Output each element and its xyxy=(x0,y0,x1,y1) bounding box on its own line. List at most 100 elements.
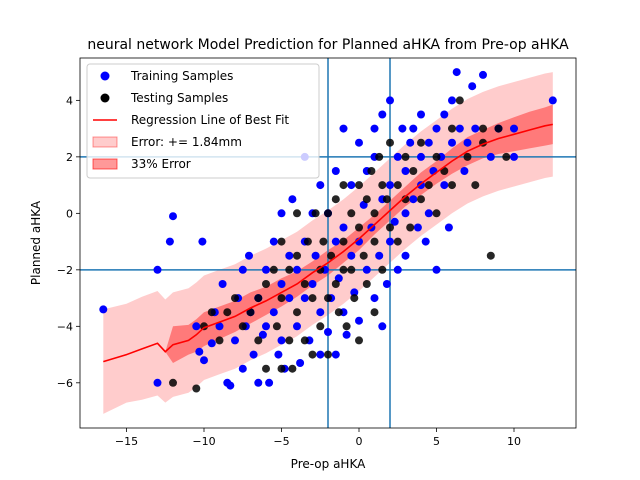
testing-sample-point xyxy=(378,181,387,190)
y-tick-label: 0 xyxy=(66,207,73,220)
training-sample-point xyxy=(347,251,356,260)
training-sample-point xyxy=(245,251,253,260)
training-sample-point xyxy=(424,209,433,218)
testing-sample-point xyxy=(409,167,418,175)
training-sample-point xyxy=(262,322,270,331)
training-sample-point xyxy=(413,223,422,232)
training-sample-point xyxy=(153,265,162,274)
legend: Training Samples Testing Samples Regressio… xyxy=(86,63,320,179)
testing-sample-point xyxy=(339,265,348,274)
training-sample-point xyxy=(468,82,477,91)
training-sample-point xyxy=(409,124,418,133)
training-sample-point xyxy=(198,237,207,246)
testing-sample-point xyxy=(293,209,301,218)
training-sample-point xyxy=(355,316,363,325)
training-sample-point xyxy=(350,288,359,297)
training-sample-point xyxy=(274,350,283,359)
testing-sample-point xyxy=(339,237,348,246)
testing-sample-point xyxy=(448,181,456,190)
testing-sample-point xyxy=(169,378,177,387)
training-sample-point xyxy=(277,336,286,345)
testing-sample-point xyxy=(254,336,263,345)
testing-sample-point xyxy=(293,308,301,317)
testing-sample-point xyxy=(288,364,297,373)
training-sample-point xyxy=(401,251,410,260)
testing-sample-point xyxy=(277,294,286,303)
testing-sample-point xyxy=(331,280,340,288)
testing-sample-point xyxy=(355,223,363,232)
training-sample-point xyxy=(226,381,235,390)
testing-sample-point xyxy=(262,364,270,373)
testing-sample-point xyxy=(347,265,356,274)
training-sample-point xyxy=(448,96,456,105)
testing-sample-point xyxy=(386,138,394,147)
testing-sample-point xyxy=(269,265,278,274)
training-sample-point xyxy=(375,251,384,260)
x-axis-label: Pre-op aHKA xyxy=(291,457,366,471)
testing-sample-point xyxy=(432,209,441,218)
training-sample-point xyxy=(393,152,402,161)
legend-label: Error: += 1.84mm xyxy=(131,135,242,149)
training-sample-point xyxy=(378,110,387,119)
chart-title: neural network Model Prediction for Plan… xyxy=(87,37,569,53)
training-sample-point xyxy=(300,294,309,303)
testing-sample-point xyxy=(378,265,387,274)
training-sample-point xyxy=(316,350,325,359)
training-sample-point xyxy=(393,265,402,274)
testing-sample-point xyxy=(367,167,376,175)
testing-sample-point xyxy=(238,322,247,331)
training-sample-point xyxy=(277,209,286,218)
training-sample-point xyxy=(432,124,441,133)
training-sample-point xyxy=(200,356,208,365)
testing-sample-point xyxy=(502,152,511,161)
training-sample-point xyxy=(398,124,407,133)
x-tick-label: 10 xyxy=(507,435,521,448)
testing-sample-point xyxy=(424,181,433,190)
training-sample-point xyxy=(479,70,487,79)
testing-sample-point xyxy=(277,237,286,246)
training-sample-point xyxy=(463,138,472,147)
training-sample-point xyxy=(207,339,216,348)
testing-sample-point xyxy=(362,195,371,204)
testing-sample-point xyxy=(375,152,384,161)
testing-sample-point xyxy=(486,251,495,260)
training-sample-point xyxy=(254,378,263,387)
testing-sample-point xyxy=(334,308,343,317)
training-sample-point xyxy=(386,96,394,105)
legend-label: 33% Error xyxy=(131,157,191,171)
training-sample-point xyxy=(285,294,294,303)
training-sample-point xyxy=(277,280,286,288)
testing-sample-point xyxy=(308,294,317,303)
testing-sample-point xyxy=(359,251,368,260)
y-tick-label: 4 xyxy=(66,94,73,107)
testing-sample-point xyxy=(327,251,336,260)
training-sample-point xyxy=(316,308,325,317)
training-sample-point xyxy=(192,322,201,331)
training-sample-point xyxy=(249,350,258,359)
testing-sample-point xyxy=(272,322,281,331)
testing-sample-point xyxy=(223,308,232,317)
testing-sample-point xyxy=(300,336,309,345)
training-sample-point xyxy=(440,181,449,190)
training-sample-point xyxy=(331,350,340,359)
testing-sample-point xyxy=(207,308,216,317)
training-sample-point xyxy=(386,237,394,246)
y-axis-label: Planned aHKA xyxy=(29,200,43,285)
training-sample-point xyxy=(218,280,227,288)
testing-sample-point xyxy=(285,336,294,345)
testing-sample-point xyxy=(319,237,328,246)
training-sample-point xyxy=(195,347,204,356)
testing-sample-point xyxy=(347,209,356,218)
testing-sample-point xyxy=(316,265,325,274)
training-sample-point xyxy=(231,336,239,345)
testing-sample-point xyxy=(342,322,351,331)
testing-sample-point xyxy=(455,96,464,105)
training-sample-point xyxy=(285,251,294,260)
training-sample-point xyxy=(342,330,351,339)
training-sample-point xyxy=(386,181,394,190)
y-tick-label: −6 xyxy=(57,377,73,390)
training-sample-point xyxy=(347,181,356,190)
testing-sample-point xyxy=(339,181,348,190)
x-tick-label: −10 xyxy=(192,435,215,448)
